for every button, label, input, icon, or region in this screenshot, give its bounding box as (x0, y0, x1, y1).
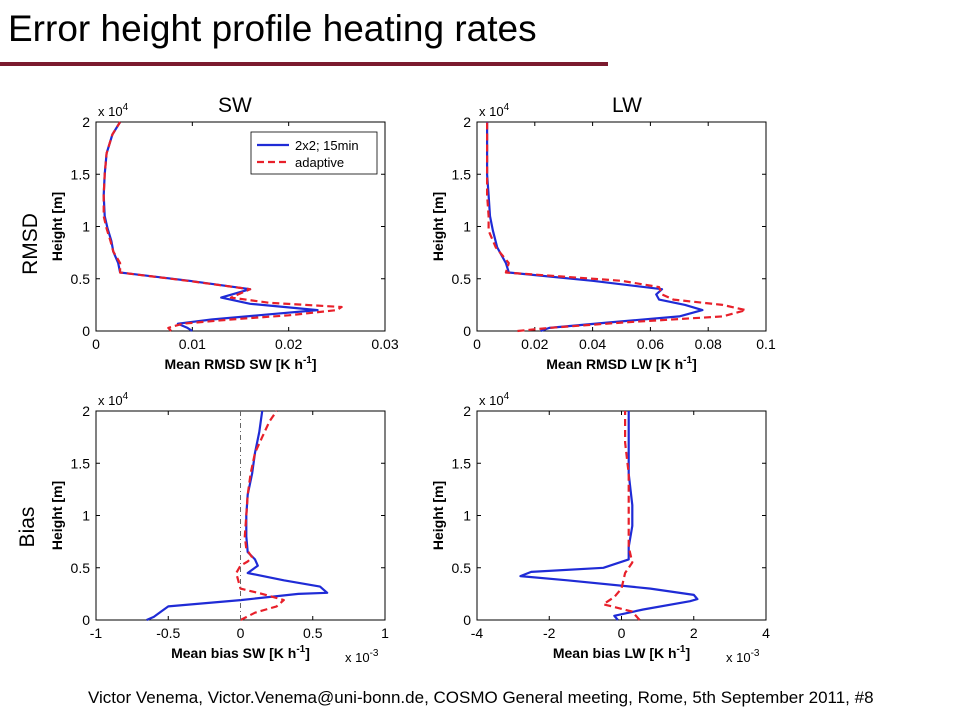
x-tick-label: 0 (237, 625, 245, 641)
chart-bias_sw: -1 -0.5 0 0.5 1 0 0.5 1 1.5 2 x 104​ x 10-3​ Mean bi… (49, 391, 389, 665)
y-tick-label: 1.5 (71, 455, 91, 471)
plot-frame (476, 121, 767, 332)
x-axis-label: Mean RMSD SW [K h-1​] (164, 355, 316, 372)
y-tick-label: 0.5 (452, 560, 472, 576)
legend-entry: adaptive (295, 155, 344, 170)
y-multiplier: x 104​ (479, 391, 510, 408)
x-tick-label: 0.04 (579, 336, 606, 352)
plot-frame (476, 410, 767, 621)
chart-rmsd_lw: 0 0.02 0.04 0.06 0.08 0.1 0 0.5 1 1.5 2 x 104​ Mean … (430, 102, 776, 372)
y-axis-label: Height [m] (49, 192, 65, 261)
footer-text: Victor Venema, Victor.Venema@uni-bonn.de… (88, 688, 874, 707)
y-tick-label: 1.5 (452, 455, 472, 471)
y-tick-label: 0.5 (71, 560, 91, 576)
series-line-2x2-15min (146, 410, 329, 622)
chart-rmsd_sw: 0 0.01 0.02 0.03 0 0.5 1 1.5 2 x 104​ Mean RMSD SW… (49, 102, 399, 372)
slide-title: Error height profile heating rates (8, 8, 537, 49)
y-tick-label: 1 (82, 508, 90, 524)
x-tick-label: 1 (381, 625, 389, 641)
x-tick-label: -4 (471, 625, 484, 641)
y-tick-label: 2 (82, 114, 90, 130)
x-tick-label: 2 (690, 625, 698, 641)
legend-box (250, 131, 378, 175)
y-tick-label: 0 (82, 612, 90, 628)
x-axis-label: Mean bias LW [K h-1​] (553, 644, 690, 661)
legend-entry: 2x2; 15min (295, 138, 359, 153)
x-tick-label: 0 (92, 336, 100, 352)
y-multiplier: x 104​ (98, 102, 129, 119)
y-multiplier: x 104​ (98, 391, 129, 408)
y-tick-label: 0 (463, 323, 471, 339)
y-tick-label: 1 (463, 508, 471, 524)
y-axis-label: Height [m] (430, 192, 446, 261)
series-line-adaptive (602, 411, 641, 621)
x-multiplier: x 10-3​ (345, 648, 379, 665)
column-label-sw: SW (218, 94, 252, 117)
x-tick-label: 0.02 (275, 336, 302, 352)
y-tick-label: 0 (82, 323, 90, 339)
chart-bias_lw: -4 -2 0 2 4 0 0.5 1 1.5 2 x 104​ x 10-3​ Mean bias L… (430, 391, 770, 665)
series-line-adaptive (486, 122, 747, 333)
y-tick-label: 1.5 (71, 166, 91, 182)
x-tick-label: 0.01 (179, 336, 206, 352)
x-tick-label: 0 (618, 625, 626, 641)
y-tick-label: 0.5 (71, 271, 91, 287)
x-multiplier: x 10-3​ (726, 648, 760, 665)
x-tick-label: 0.03 (371, 336, 398, 352)
x-tick-label: 0.1 (756, 336, 776, 352)
x-tick-label: -2 (543, 625, 556, 641)
x-tick-label: -1 (90, 625, 103, 641)
y-tick-label: 2 (463, 403, 471, 419)
y-tick-label: 2 (82, 403, 90, 419)
y-tick-label: 1 (82, 219, 90, 235)
x-axis-label: Mean bias SW [K h-1​] (171, 644, 310, 661)
y-tick-label: 0.5 (452, 271, 472, 287)
y-axis-label: Height [m] (49, 481, 65, 550)
y-axis-label: Height [m] (430, 481, 446, 550)
y-tick-label: 0 (463, 612, 471, 628)
y-multiplier: x 104​ (479, 102, 510, 119)
x-tick-label: 0.5 (303, 625, 323, 641)
y-tick-label: 1 (463, 219, 471, 235)
y-tick-label: 2 (463, 114, 471, 130)
x-tick-label: 0 (473, 336, 481, 352)
series-line-adaptive (102, 121, 343, 332)
y-tick-label: 1.5 (452, 166, 472, 182)
x-tick-label: -0.5 (156, 625, 180, 641)
x-axis-label: Mean RMSD LW [K h-1​] (546, 355, 696, 372)
title-underline (0, 62, 608, 66)
x-tick-label: 0.08 (695, 336, 722, 352)
series-line-adaptive (235, 410, 285, 621)
series-line-2x2-15min (519, 411, 699, 621)
x-tick-label: 0.06 (637, 336, 664, 352)
x-tick-label: 0.02 (521, 336, 548, 352)
x-tick-label: 4 (762, 625, 770, 641)
column-label-lw: LW (612, 94, 642, 117)
legend: 2x2; 15min adaptive (250, 131, 378, 175)
